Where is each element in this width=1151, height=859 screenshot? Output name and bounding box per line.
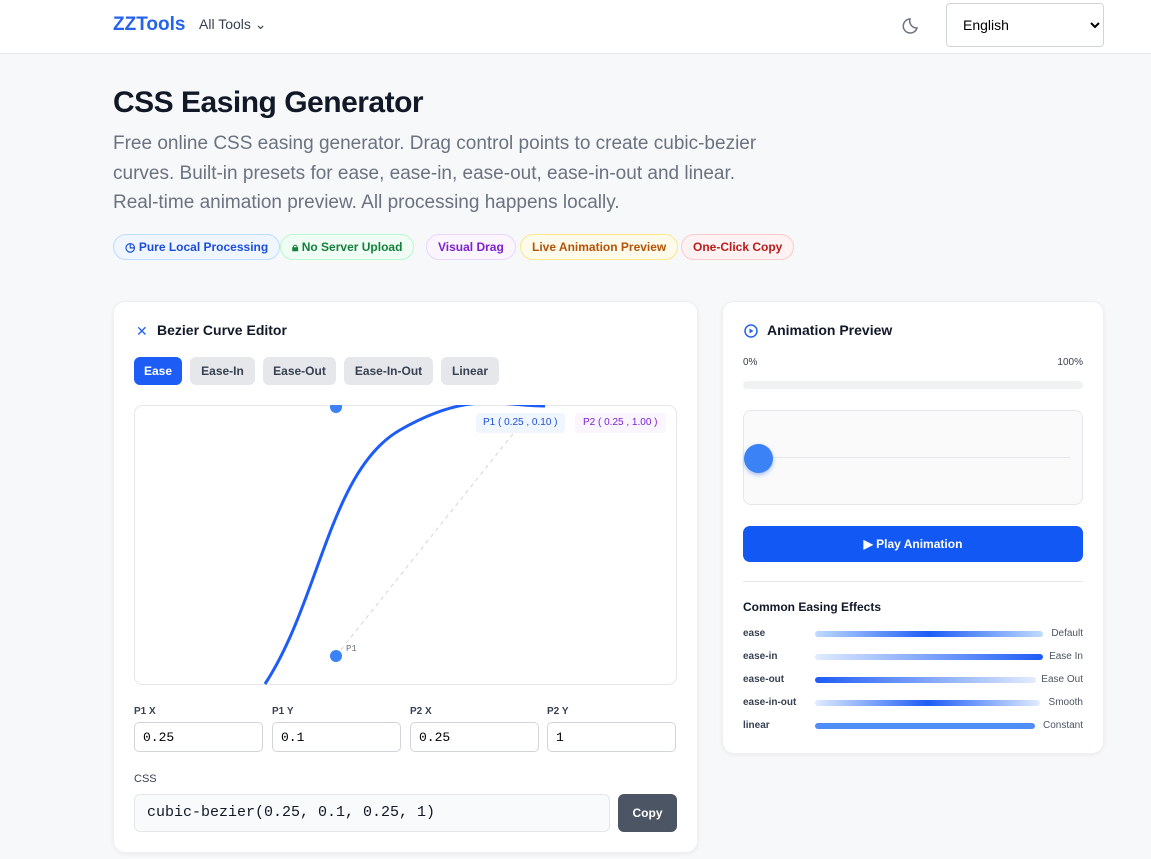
control-point[interactable]: [330, 650, 342, 662]
p2-tag: P2 ( 0.25 , 1.00 ): [575, 413, 666, 433]
effect-name: ease: [743, 628, 766, 639]
input-label: P1 X: [134, 706, 156, 717]
effects-title: Common Easing Effects: [743, 600, 882, 614]
badge: ◷ Pure Local Processing: [113, 234, 281, 260]
css-label: CSS: [134, 773, 157, 785]
control-point[interactable]: [330, 405, 342, 413]
language-select[interactable]: English: [946, 3, 1104, 47]
badge: Visual Drag: [426, 234, 516, 260]
input[interactable]: [410, 722, 539, 752]
play-button[interactable]: ▶ Play Animation: [743, 526, 1083, 562]
description: Free online CSS easing generator. Drag c…: [113, 133, 757, 213]
effect-bar: [815, 723, 1035, 729]
effect-bar: [815, 677, 1036, 683]
bezier-curve: [263, 405, 546, 685]
point-label: P1: [346, 644, 357, 654]
preset-button[interactable]: Ease: [134, 357, 182, 385]
canvas-frame: [134, 405, 677, 685]
effect-label: Ease In: [1049, 651, 1083, 662]
effect-name: ease-in: [743, 651, 778, 662]
badge: 🔒︎ No Server Upload: [280, 234, 415, 260]
input[interactable]: [272, 722, 401, 752]
effect-label: Ease Out: [1041, 674, 1083, 685]
effect-name: ease-out: [743, 674, 785, 685]
effect-bar: [815, 631, 1043, 637]
theme-toggle[interactable]: [902, 15, 922, 35]
header: ZZTools All Tools ⌄ English: [0, 0, 1151, 54]
menu-label[interactable]: All Tools: [199, 16, 251, 32]
track-line: [760, 457, 1070, 458]
preset-button[interactable]: Linear: [441, 357, 499, 385]
editor-title: Bezier Curve Editor: [157, 322, 287, 338]
progress-start: 0%: [743, 357, 758, 368]
divider: [743, 581, 1083, 582]
menu[interactable]: All Tools ⌄: [199, 16, 267, 32]
preset-button[interactable]: Ease-Out: [263, 357, 336, 385]
preview-title: Animation Preview: [767, 322, 893, 338]
badge: One-Click Copy: [681, 234, 795, 260]
preview-icon: [744, 324, 758, 338]
control-line: [335, 419, 525, 657]
play-label[interactable]: Play Animation: [876, 537, 963, 551]
p1-tag: P1 ( 0.25 , 0.10 ): [476, 413, 565, 433]
input-label: P1 Y: [272, 706, 294, 717]
effect-label: Default: [1051, 628, 1083, 639]
effect-bar: [815, 700, 1040, 706]
curve-canvas[interactable]: P1: [134, 405, 677, 685]
badge-text: No Server Upload: [301, 240, 403, 254]
effect-bar: [815, 654, 1043, 660]
input[interactable]: [547, 722, 676, 752]
editor-icon: ✕: [136, 323, 148, 339]
copy-button[interactable]: Copy: [618, 794, 677, 832]
badge-text: Pure Local Processing: [138, 240, 269, 254]
preset-button[interactable]: Ease-In-Out: [344, 357, 433, 385]
page-title: CSS Easing Generator: [113, 86, 424, 119]
animated-ball: [744, 444, 773, 473]
effect-label: Constant: [1042, 720, 1083, 731]
input-label: P2 Y: [547, 706, 569, 717]
input[interactable]: [134, 722, 263, 752]
progress-bar: [743, 381, 1083, 389]
effect-name: linear: [743, 720, 770, 731]
preset-button[interactable]: Ease-In: [190, 357, 255, 385]
effect-label: Smooth: [1048, 697, 1083, 708]
badge: Live Animation Preview: [520, 234, 679, 260]
css-output: cubic-bezier(0.25, 0.1, 0.25, 1): [134, 794, 610, 832]
effect-name: ease-in-out: [743, 697, 797, 708]
progress-end: 100%: [1057, 357, 1083, 368]
logo[interactable]: ZZTools: [113, 14, 186, 35]
input-label: P2 X: [410, 706, 432, 717]
